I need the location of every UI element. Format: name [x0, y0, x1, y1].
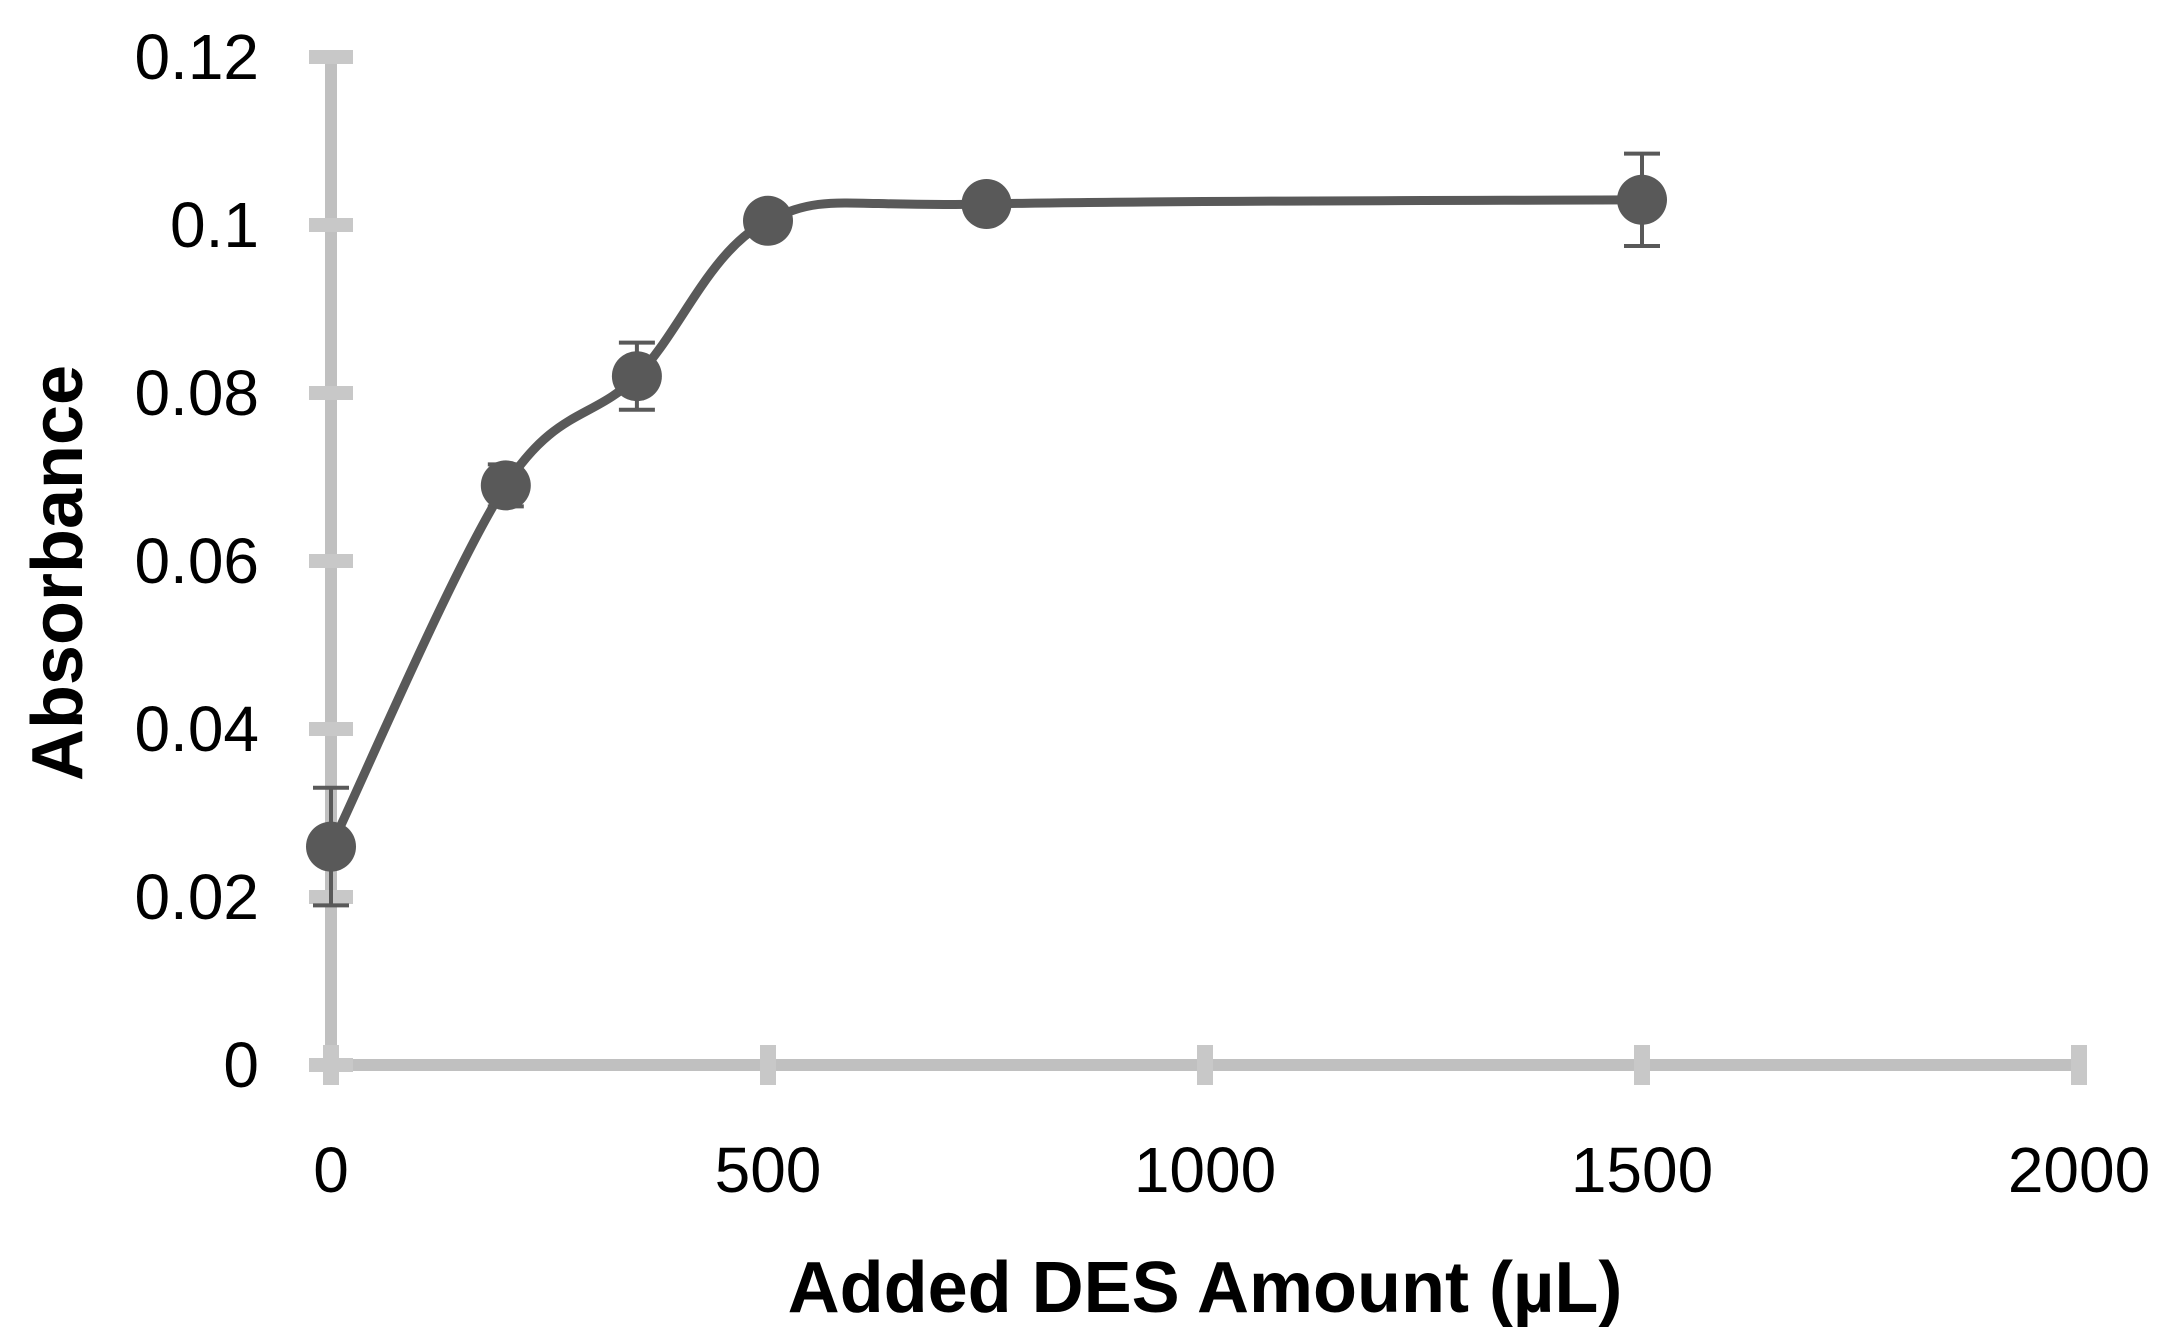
- data-point: [743, 195, 793, 246]
- y-tick-label: 0.1: [170, 189, 259, 261]
- y-tick-label: 0: [223, 1029, 259, 1101]
- x-tick-label: 1000: [1134, 1134, 1276, 1206]
- error-bars: [313, 151, 1660, 908]
- y-tick-label: 0.08: [134, 357, 259, 429]
- series-line: [326, 195, 1647, 852]
- x-tick-label: 0: [313, 1134, 349, 1206]
- x-tick-label: 2000: [2008, 1134, 2150, 1206]
- data-point: [1617, 174, 1667, 225]
- x-tick-label: 500: [715, 1134, 822, 1206]
- data-points: [306, 174, 1667, 872]
- y-tick-label: 0.02: [134, 861, 259, 933]
- data-point: [306, 821, 356, 872]
- data-point: [611, 351, 662, 402]
- x-axis-ticks: 0 500 1000 1500 2000: [313, 1045, 2150, 1206]
- data-point: [480, 460, 531, 511]
- x-axis-title: Added DES Amount (µL): [788, 1248, 1623, 1328]
- y-tick-label: 0.04: [134, 693, 259, 765]
- data-point: [961, 179, 1012, 229]
- y-axis-ticks: 0 0.02 0.04 0.06 0.08 0.1 0.12: [134, 21, 353, 1101]
- y-tick-label: 0.12: [134, 21, 259, 93]
- y-tick-label: 0.06: [134, 525, 259, 597]
- axes: [313, 57, 2079, 1071]
- y-axis-title: Absorbance: [18, 365, 98, 781]
- x-tick-label: 1500: [1571, 1134, 1713, 1206]
